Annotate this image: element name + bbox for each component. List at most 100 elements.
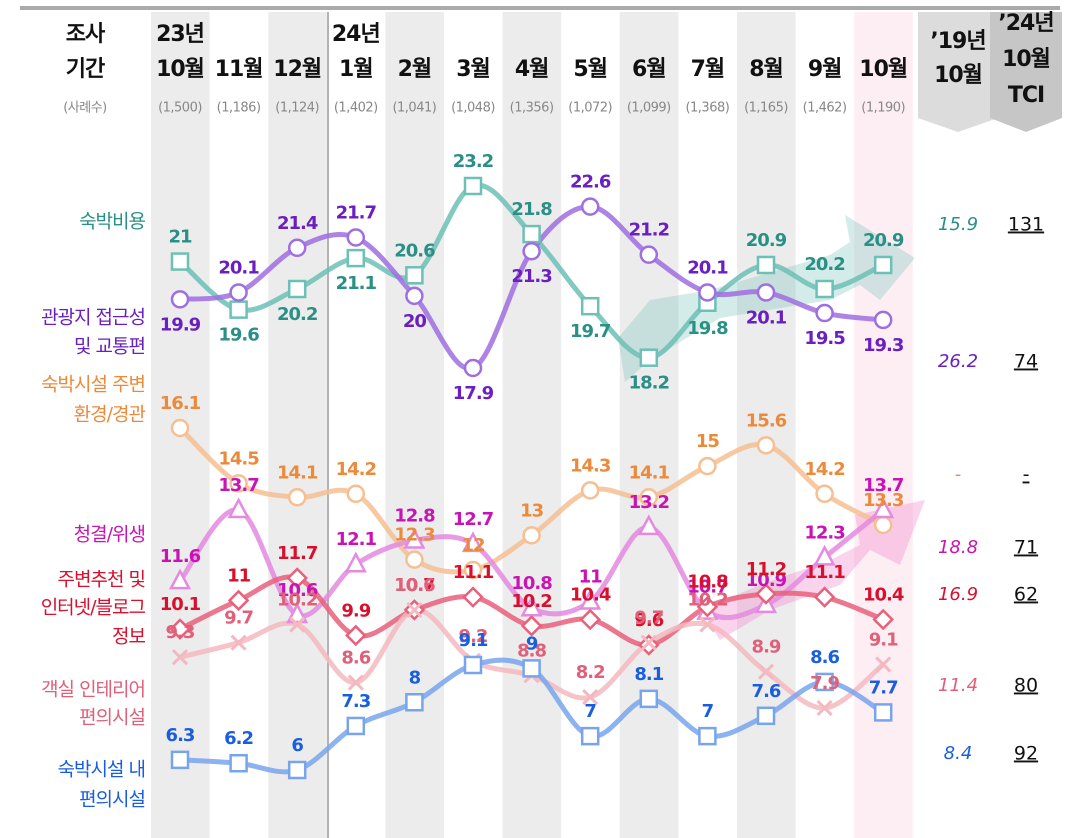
- x-tick-label: 5월: [573, 57, 607, 82]
- marker: [756, 436, 776, 455]
- marker: [755, 583, 777, 605]
- value-tci: 80: [1014, 675, 1038, 697]
- column-header: TCI: [1008, 83, 1044, 108]
- data-label: 16.1: [160, 393, 201, 414]
- data-label: 14.5: [218, 448, 259, 469]
- data-label: 13.7: [863, 475, 904, 496]
- marker: [287, 488, 307, 507]
- x-tick-label: 11월: [215, 57, 263, 82]
- x-tick-label: 10월: [156, 57, 204, 82]
- data-label: 11.2: [746, 559, 786, 580]
- data-label: 10.8: [687, 572, 728, 593]
- data-label: 14.3: [570, 455, 611, 476]
- data-label: 23.2: [453, 151, 493, 172]
- row-header: 조사: [66, 22, 106, 47]
- marker: [346, 228, 366, 247]
- marker: [699, 616, 716, 633]
- data-label: 9.6: [634, 610, 663, 631]
- value-2019: 11.4: [938, 675, 978, 696]
- legend-label: 주변추천 및: [58, 569, 146, 591]
- data-label: 6.2: [224, 728, 253, 749]
- legend-label: 환경/경관: [74, 404, 146, 426]
- data-label: 12.8: [394, 505, 435, 526]
- sample-size: (1,402): [334, 101, 378, 116]
- marker: [287, 279, 307, 299]
- data-label: 11.7: [277, 543, 318, 564]
- marker: [403, 527, 426, 549]
- marker: [873, 310, 893, 330]
- x-tick-label: 4월: [515, 57, 549, 82]
- legend-label: 및 교통편: [74, 336, 145, 358]
- x-tick-label: 1월: [339, 57, 373, 82]
- data-label: 19.3: [863, 335, 904, 356]
- marker: [698, 456, 717, 476]
- marker: [756, 283, 776, 302]
- data-label: 9.3: [166, 622, 195, 643]
- marker: [168, 568, 192, 590]
- column-header: 10월: [934, 63, 982, 88]
- marker: [582, 689, 599, 706]
- sample-size: (1,190): [861, 101, 905, 116]
- data-label: 19.5: [804, 328, 845, 349]
- data-label: 12.1: [336, 529, 377, 550]
- x-tick-label: 7월: [691, 57, 725, 82]
- data-label: 21.3: [511, 266, 552, 287]
- data-label: 9.9: [341, 600, 370, 621]
- value-2019: 16.9: [938, 584, 978, 605]
- marker: [873, 255, 893, 275]
- data-label: 19.8: [687, 318, 728, 339]
- data-label: 11: [227, 565, 251, 586]
- marker: [580, 296, 600, 316]
- marker: [579, 608, 601, 631]
- data-label: 14.1: [629, 462, 670, 483]
- marker: [227, 589, 250, 612]
- data-label: 20.6: [394, 240, 435, 261]
- data-label: 11.6: [160, 546, 201, 567]
- legend-label: 숙박비용: [79, 211, 145, 233]
- marker: [580, 481, 600, 500]
- marker: [872, 608, 894, 631]
- marker: [639, 245, 659, 264]
- data-label: 8.9: [752, 637, 781, 658]
- data-label: 13.2: [629, 492, 669, 513]
- legend-label: 편의시설: [79, 707, 145, 729]
- legend-label: 정보: [112, 626, 145, 648]
- data-label: 13.7: [218, 475, 259, 496]
- data-label: 7.6: [752, 681, 781, 702]
- marker: [346, 248, 366, 268]
- value-2019: -: [955, 464, 962, 485]
- x-tick-label: 2월: [398, 57, 432, 82]
- marker: [639, 488, 659, 507]
- marker: [344, 551, 367, 573]
- data-label: 19.7: [570, 321, 611, 342]
- column-backgrounds: [151, 12, 913, 838]
- data-label: 11: [579, 566, 603, 587]
- marker: [875, 656, 892, 673]
- data-label: 21.8: [511, 199, 552, 220]
- marker: [640, 634, 657, 651]
- marker: [815, 279, 834, 299]
- plot: [168, 176, 895, 780]
- marker: [346, 716, 366, 736]
- marker: [462, 586, 484, 608]
- marker: [405, 286, 424, 306]
- marker: [756, 255, 776, 275]
- data-label: 10.1: [160, 594, 201, 615]
- data-label: 20.9: [863, 230, 904, 251]
- x-tick-label: 12월: [273, 57, 321, 82]
- sample-size: (1,124): [275, 101, 319, 116]
- data-label: 20.9: [746, 230, 787, 251]
- data-label: 9.2: [459, 626, 488, 647]
- data-label: 20.1: [746, 307, 787, 328]
- marker: [287, 238, 307, 258]
- data-label: 7.7: [869, 677, 898, 698]
- row-header: 기간: [66, 57, 105, 82]
- sample-header: (사례수): [63, 101, 107, 116]
- legend-label: 객실 인테리어: [41, 679, 145, 701]
- column-band: [502, 12, 562, 838]
- data-label: 10.8: [511, 573, 552, 594]
- marker: [639, 689, 659, 709]
- marker: [696, 595, 719, 618]
- value-2019: 15.9: [938, 214, 978, 235]
- data-label: 10.2: [511, 591, 551, 612]
